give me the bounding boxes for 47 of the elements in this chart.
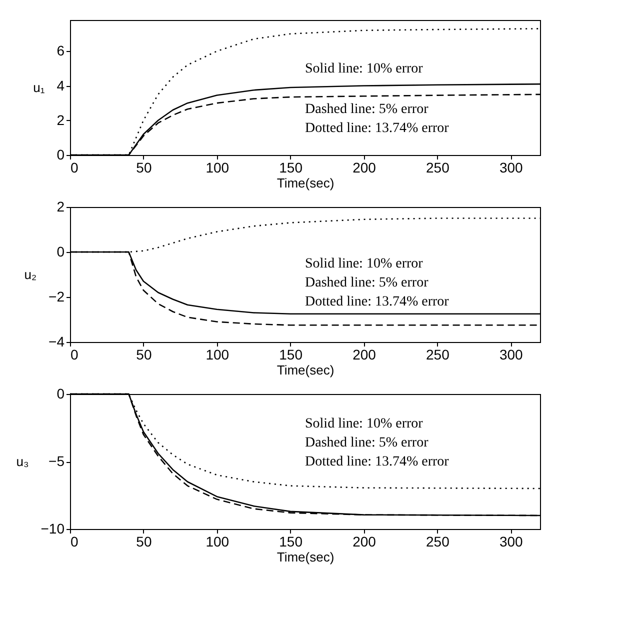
- x-tick-label: 150: [279, 160, 303, 176]
- y-tick-label: −4: [48, 334, 65, 350]
- x-tick-label: 250: [426, 534, 450, 550]
- y-tick-label: 2: [56, 112, 65, 128]
- annotation: Dashed line: 5% error: [305, 436, 429, 451]
- x-tick-label: 300: [499, 534, 524, 550]
- x-axis-title: Time(sec): [276, 550, 334, 564]
- x-tick-label: 200: [352, 160, 376, 176]
- y-tick-label: 0: [56, 146, 65, 162]
- x-tick-label: 300: [499, 346, 524, 362]
- annotation: Solid line: 10% error: [305, 256, 424, 272]
- annotation: Dashed line: 5% error: [305, 102, 429, 118]
- x-tick-label: 200: [352, 346, 376, 362]
- annotation: Dotted line: 13.74% error: [305, 454, 450, 470]
- y-tick-label: 4: [56, 77, 65, 94]
- x-tick-label: 100: [206, 534, 230, 550]
- x-tick-label: 0: [70, 346, 78, 362]
- y-tick-label: 2: [56, 198, 65, 214]
- x-axis-title: Time(sec): [276, 362, 334, 378]
- y-axis-title: u₃: [16, 454, 29, 469]
- x-tick-label: 100: [206, 346, 230, 362]
- x-tick-label: 150: [279, 346, 303, 362]
- y-axis-title: u₂: [24, 267, 37, 282]
- y-tick-label: −10: [40, 520, 65, 536]
- x-tick-label: 0: [70, 534, 78, 550]
- x-tick-label: 50: [136, 534, 152, 550]
- y-tick-label: 6: [56, 42, 65, 59]
- y-tick-label: −2: [48, 288, 65, 304]
- x-tick-label: 250: [426, 160, 450, 176]
- annotation: Solid line: 10% error: [305, 416, 424, 432]
- y-tick-label: 0: [56, 244, 65, 260]
- annotation: Solid line: 10% error: [305, 62, 424, 77]
- x-tick-label: 100: [206, 160, 230, 176]
- x-tick-label: 150: [279, 534, 303, 550]
- y-tick-label: 0: [56, 386, 65, 402]
- y-tick-label: −5: [48, 453, 65, 469]
- x-tick-label: 200: [352, 534, 376, 550]
- x-tick-label: 50: [136, 160, 152, 176]
- x-tick-label: 250: [426, 346, 450, 362]
- annotation: Dotted line: 13.74% error: [305, 121, 450, 136]
- x-tick-label: 50: [136, 346, 152, 362]
- y-axis-title: u₁: [33, 80, 46, 95]
- annotation: Dotted line: 13.74% error: [305, 294, 450, 310]
- x-axis-title: Time(sec): [276, 176, 334, 190]
- x-tick-label: 0: [70, 160, 78, 176]
- annotation: Dashed line: 5% error: [305, 276, 429, 291]
- x-tick-label: 300: [499, 160, 524, 176]
